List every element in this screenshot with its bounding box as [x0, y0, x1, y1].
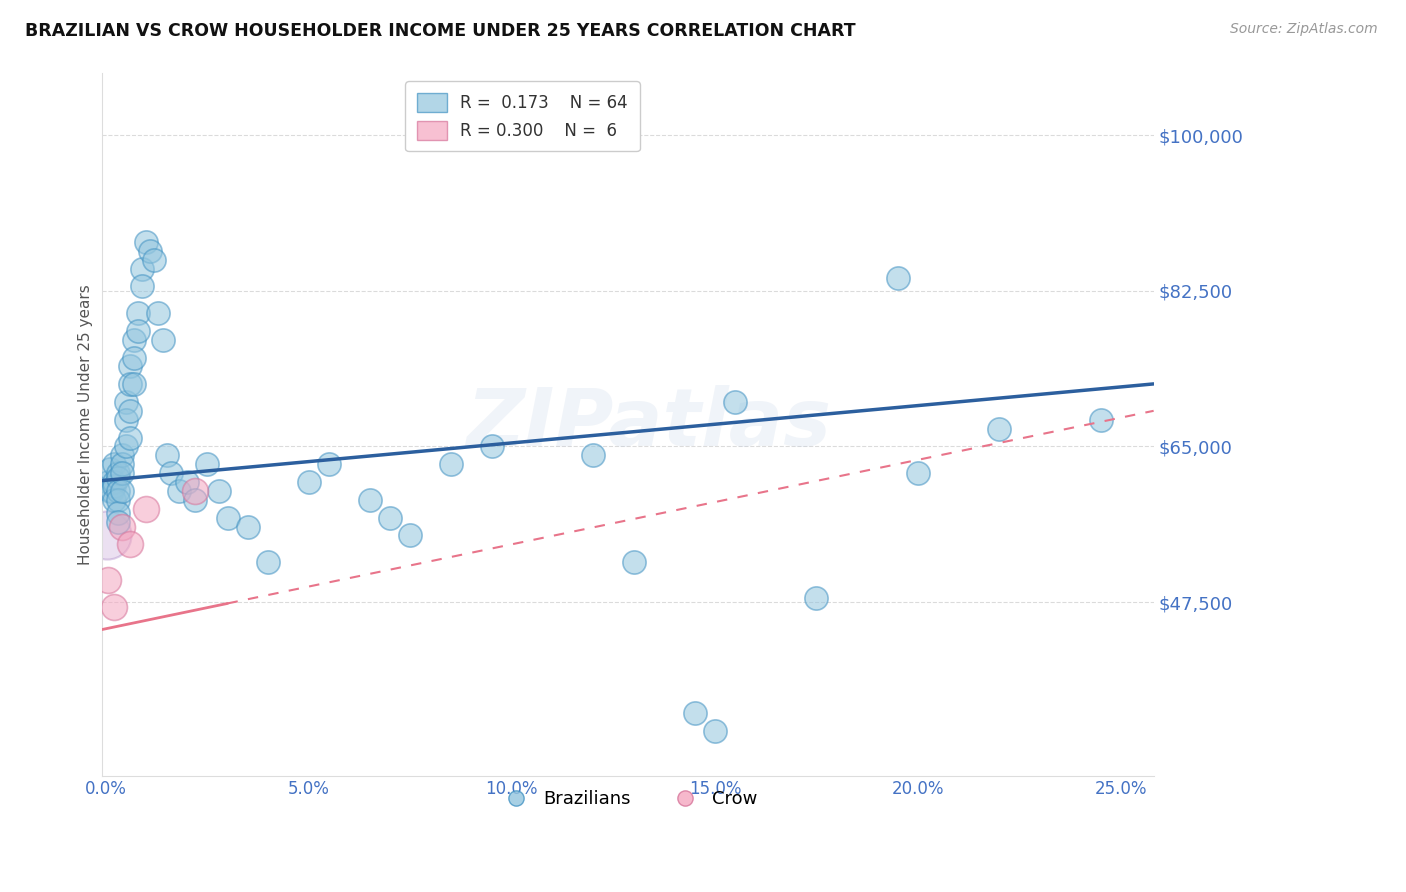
Point	[103, 457, 125, 471]
Point	[806, 591, 828, 605]
Point	[724, 395, 747, 409]
Point	[118, 431, 141, 445]
Point	[481, 440, 503, 454]
Point	[184, 483, 207, 498]
Point	[887, 270, 910, 285]
Point	[111, 449, 134, 463]
Point	[703, 724, 725, 739]
Point	[217, 510, 239, 524]
Point	[257, 555, 280, 569]
Point	[159, 466, 181, 480]
Point	[135, 501, 157, 516]
Point	[184, 492, 207, 507]
Point	[122, 377, 145, 392]
Point	[111, 519, 134, 533]
Point	[97, 475, 120, 489]
Text: BRAZILIAN VS CROW HOUSEHOLDER INCOME UNDER 25 YEARS CORRELATION CHART: BRAZILIAN VS CROW HOUSEHOLDER INCOME UND…	[25, 22, 856, 40]
Point	[139, 244, 162, 258]
Point	[1090, 413, 1112, 427]
Point	[318, 457, 340, 471]
Point	[148, 306, 170, 320]
Point	[440, 457, 463, 471]
Point	[152, 333, 174, 347]
Point	[127, 324, 149, 338]
Point	[118, 404, 141, 418]
Point	[236, 519, 259, 533]
Point	[96, 528, 118, 542]
Point	[143, 252, 166, 267]
Point	[100, 483, 122, 498]
Point	[107, 506, 129, 520]
Point	[988, 422, 1011, 436]
Point	[378, 510, 401, 524]
Point	[111, 483, 134, 498]
Point	[118, 537, 141, 551]
Point	[907, 466, 929, 480]
Point	[127, 306, 149, 320]
Point	[167, 483, 190, 498]
Point	[115, 440, 138, 454]
Point	[195, 457, 218, 471]
Point	[103, 492, 125, 507]
Text: Source: ZipAtlas.com: Source: ZipAtlas.com	[1230, 22, 1378, 37]
Point	[98, 461, 121, 475]
Point	[107, 483, 129, 498]
Point	[111, 466, 134, 480]
Point	[582, 449, 605, 463]
Point	[118, 359, 141, 374]
Point	[208, 483, 231, 498]
Point	[683, 706, 706, 721]
Point	[155, 449, 177, 463]
Point	[103, 479, 125, 493]
Point	[98, 483, 121, 498]
Point	[118, 377, 141, 392]
Point	[107, 515, 129, 529]
Point	[122, 333, 145, 347]
Point	[298, 475, 321, 489]
Point	[399, 528, 422, 542]
Point	[103, 475, 125, 489]
Point	[107, 466, 129, 480]
Point	[111, 457, 134, 471]
Point	[115, 395, 138, 409]
Legend: Brazilians, Crow: Brazilians, Crow	[491, 783, 765, 815]
Point	[107, 492, 129, 507]
Point	[359, 492, 381, 507]
Point	[623, 555, 645, 569]
Point	[131, 279, 153, 293]
Point	[103, 599, 125, 614]
Point	[97, 573, 120, 587]
Point	[131, 261, 153, 276]
Y-axis label: Householder Income Under 25 years: Householder Income Under 25 years	[79, 284, 93, 565]
Text: ZIPatlas: ZIPatlas	[467, 385, 831, 463]
Point	[107, 470, 129, 484]
Point	[115, 413, 138, 427]
Point	[122, 351, 145, 365]
Point	[176, 475, 198, 489]
Point	[135, 235, 157, 249]
